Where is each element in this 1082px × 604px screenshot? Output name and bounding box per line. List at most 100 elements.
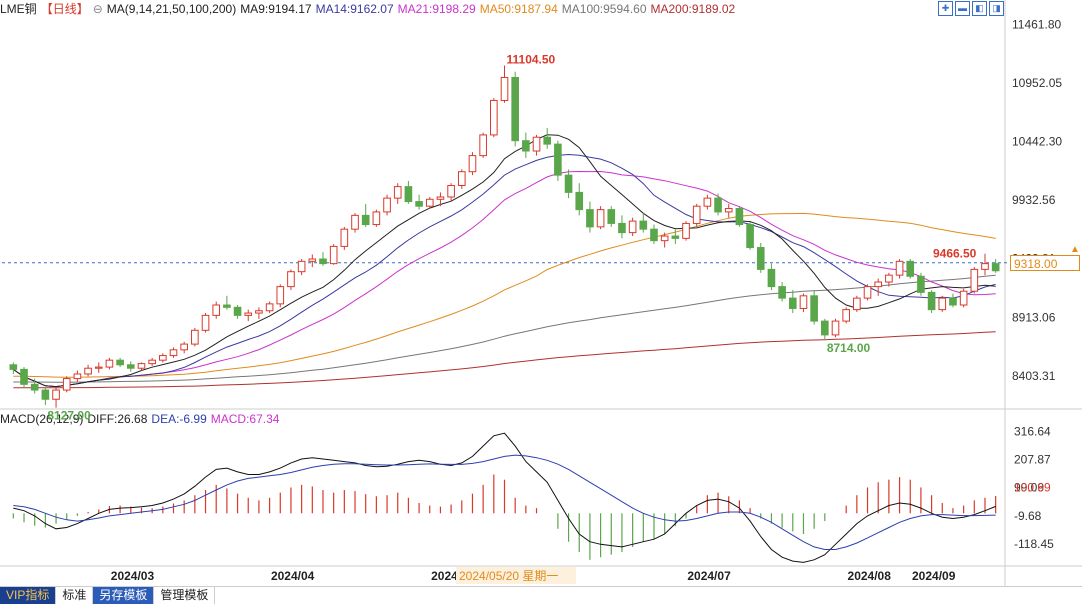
candle-down — [650, 228, 658, 242]
prev-icon[interactable]: ◧ — [972, 1, 987, 16]
candle-up — [981, 263, 989, 270]
ma-params: MA(9,14,21,50,100,200) — [106, 2, 237, 16]
recent-high-annotation: 9466.50 — [933, 247, 977, 261]
date-tick-label: 2024/03 — [111, 569, 155, 583]
price-tick-label: 8913.06 — [1012, 310, 1056, 324]
candle-down — [991, 263, 1000, 272]
ma200-value: MA200:9189.02 — [650, 2, 736, 16]
candle-down — [788, 297, 797, 309]
candle-up — [799, 295, 808, 309]
candle-up — [938, 297, 947, 311]
macd-current-label: 100.69 — [1014, 480, 1051, 494]
zoom-in-icon[interactable]: ✚ — [938, 1, 953, 16]
date-tick-label: 2024/04 — [271, 569, 315, 583]
candle-up — [372, 211, 381, 226]
candle-up — [425, 198, 434, 207]
candle-up — [692, 205, 701, 224]
date-tick-label: 2024/07 — [687, 569, 731, 583]
candle-up — [500, 76, 509, 101]
candle-up — [682, 222, 690, 239]
candle-down — [575, 191, 584, 211]
price-tick-label: 10952.05 — [1012, 76, 1062, 90]
ma14-line — [13, 153, 996, 388]
candle-up — [212, 304, 221, 316]
tab-manage-template[interactable]: 管理模板 — [154, 587, 216, 604]
macd-tick-label: 207.87 — [1014, 453, 1051, 467]
candle-down — [671, 235, 680, 239]
macd-tick-label: -9.68 — [1014, 509, 1042, 523]
candle-up — [191, 329, 199, 345]
chart-legend: LME铜 【日线】 ⊖ MA(9,14,21,50,100,200) MA9:9194.… — [0, 0, 739, 18]
candle-down — [607, 209, 616, 224]
ma9-line — [13, 134, 996, 388]
candle-down — [906, 260, 915, 277]
candle-up — [703, 197, 712, 207]
candle-down — [543, 136, 552, 145]
macd-tick-label: 316.64 — [1014, 424, 1051, 438]
current-price-arrow-icon: ▲ — [1070, 244, 1080, 255]
candle-down — [917, 275, 925, 293]
tab-vip-indicators[interactable]: VIP指标 — [0, 587, 57, 604]
candle-up — [393, 186, 402, 199]
candle-up — [148, 359, 156, 365]
candle-down — [9, 364, 18, 370]
macd-diff: DIFF:26.68 — [87, 412, 148, 426]
next-icon[interactable]: ◨ — [989, 1, 1004, 16]
current-price-label: 9318.00 — [1010, 255, 1080, 271]
candle-up — [73, 373, 82, 380]
candle-down — [618, 222, 626, 234]
candle-up — [297, 260, 306, 273]
candle-up — [831, 320, 840, 336]
candle-up — [479, 134, 487, 157]
candle-up — [265, 303, 274, 312]
price-tick-label: 11461.80 — [1012, 17, 1061, 31]
ma21-line — [13, 170, 996, 388]
tab-save-template[interactable]: 另存模板 — [93, 587, 155, 604]
candle-up — [842, 309, 850, 322]
candle-up — [468, 155, 477, 173]
diff-line — [13, 432, 996, 563]
candlestick-chart[interactable]: 11461.8010952.0510442.309932.569422.8189… — [0, 0, 1082, 586]
candle-up — [340, 228, 349, 247]
macd-tick-label: -118.45 — [1014, 537, 1054, 551]
ma50-line — [13, 212, 996, 378]
candle-up — [970, 268, 979, 292]
ma100-line — [13, 274, 996, 383]
candle-down — [949, 297, 957, 306]
candle-up — [52, 389, 60, 400]
macd-legend: MACD(26,12,9) DIFF:26.68 DEA:-6.99 MACD:67.… — [0, 411, 283, 427]
candle-up — [724, 207, 733, 213]
candle-down — [116, 359, 124, 366]
candle-up — [457, 171, 466, 186]
ma100-value: MA100:9594.60 — [561, 2, 647, 16]
settings-icon[interactable]: ⊖ — [92, 2, 103, 16]
candle-up — [169, 349, 178, 357]
candle-down — [735, 207, 744, 226]
candle-up — [660, 235, 669, 242]
candle-up — [447, 184, 455, 198]
crosshair-date-label: 2024/05/20 星期一 — [459, 569, 558, 583]
candle-up — [532, 136, 541, 152]
candle-down — [586, 209, 594, 228]
candle-down — [767, 268, 776, 288]
candle-up — [105, 359, 114, 368]
candle-up — [287, 271, 295, 288]
candle-up — [436, 196, 445, 200]
period-label[interactable]: 【日线】 — [40, 2, 89, 16]
candle-down — [404, 186, 413, 203]
tab-standard[interactable]: 标准 — [56, 587, 94, 604]
candle-down — [126, 364, 135, 369]
date-tick-label: 2024/08 — [848, 569, 892, 583]
candle-up — [596, 209, 605, 228]
zoom-out-icon[interactable]: ▬ — [955, 1, 970, 16]
ma200-line — [13, 331, 996, 389]
macd-dea: DEA:-6.99 — [151, 412, 207, 426]
candle-down — [223, 304, 231, 308]
ma50-value: MA50:9187.94 — [479, 2, 558, 16]
candle-up — [276, 286, 285, 305]
candle-up — [84, 367, 92, 375]
candle-up — [863, 286, 872, 299]
candle-up — [853, 297, 861, 311]
dea-line — [13, 454, 996, 550]
candle-down — [554, 143, 562, 176]
